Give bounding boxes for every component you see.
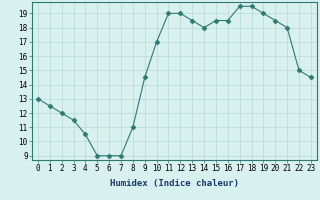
X-axis label: Humidex (Indice chaleur): Humidex (Indice chaleur) — [110, 179, 239, 188]
